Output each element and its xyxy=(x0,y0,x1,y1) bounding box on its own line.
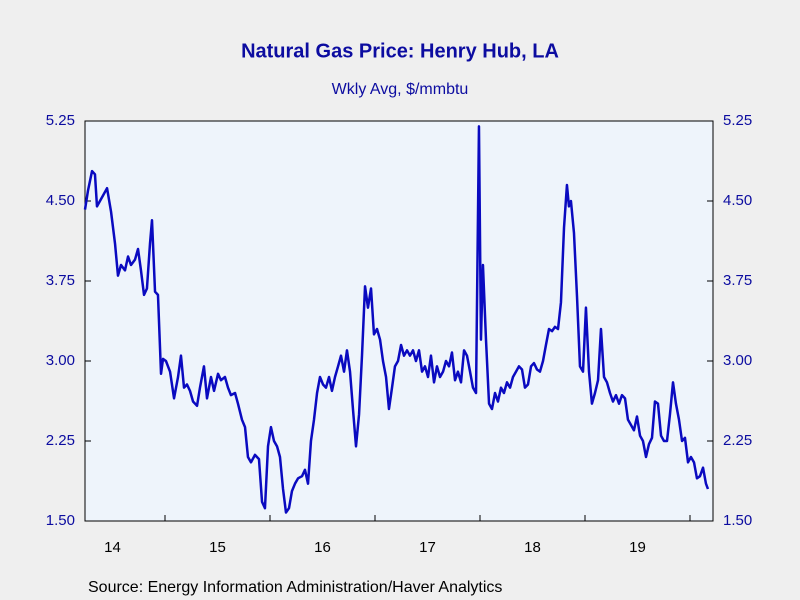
y2-tick-label: 5.25 xyxy=(723,112,752,129)
y2-tick-label: 1.50 xyxy=(723,512,752,529)
plot-area xyxy=(84,120,714,522)
y2-tick-label: 3.75 xyxy=(723,272,752,289)
y-tick-label: 4.50 xyxy=(46,192,75,209)
x-tick-label: 16 xyxy=(314,539,331,556)
y-tick-label: 5.25 xyxy=(46,112,75,129)
x-tick-label: 15 xyxy=(209,539,226,556)
x-tick-label: 19 xyxy=(629,539,646,556)
y2-tick-label: 3.00 xyxy=(723,352,752,369)
y-tick-label: 3.00 xyxy=(46,352,75,369)
y-tick-label: 2.25 xyxy=(46,432,75,449)
price-line xyxy=(83,125,710,514)
y2-tick-label: 2.25 xyxy=(723,432,752,449)
x-tick-label: 14 xyxy=(104,539,121,556)
y-tick-label: 3.75 xyxy=(46,272,75,289)
y-tick-label: 1.50 xyxy=(46,512,75,529)
y2-tick-label: 4.50 xyxy=(723,192,752,209)
source-note: Source: Energy Information Administratio… xyxy=(88,579,502,596)
x-tick-label: 18 xyxy=(524,539,541,556)
chart-subtitle: Wkly Avg, $/mmbtu xyxy=(332,81,469,98)
chart-title: Natural Gas Price: Henry Hub, LA xyxy=(241,40,559,62)
x-tick-label: 17 xyxy=(419,539,436,556)
